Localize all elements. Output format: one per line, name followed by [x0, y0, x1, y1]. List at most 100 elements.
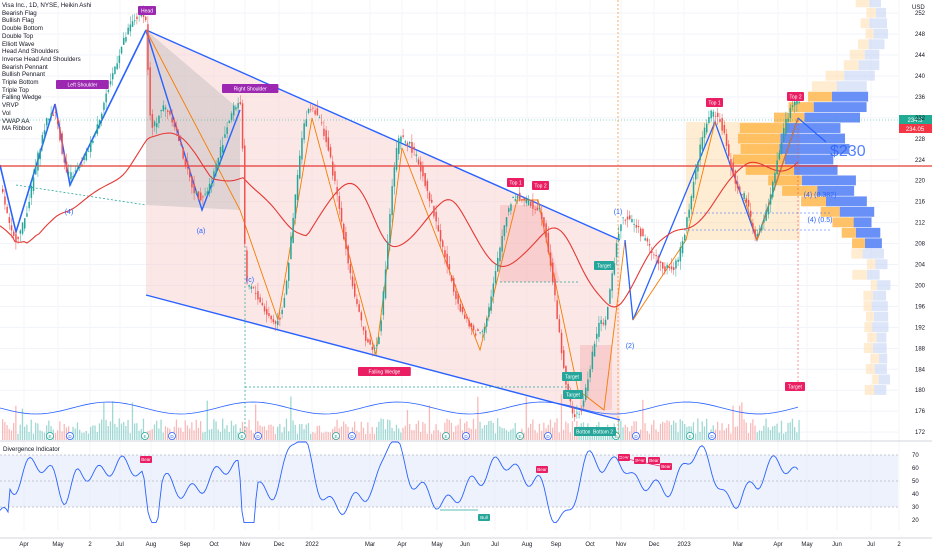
- candle-body: [444, 250, 446, 258]
- candle-body: [376, 344, 378, 347]
- pattern-menu-item[interactable]: Bearish Flag: [2, 9, 37, 17]
- volume-bar: [178, 427, 180, 440]
- time-tick-label: 2: [88, 542, 92, 548]
- vrvp-row-down: [857, 39, 869, 50]
- pattern-menu-item[interactable]: Triple Top: [2, 86, 29, 94]
- candle-body: [312, 107, 314, 109]
- volume-bar: [435, 424, 437, 440]
- volume-bar: [488, 421, 490, 440]
- volume-bar: [283, 427, 285, 440]
- vrvp-row-down: [820, 206, 840, 217]
- candle-body: [120, 46, 123, 54]
- candle-body: [10, 225, 13, 231]
- event-marker-label: D: [464, 434, 468, 439]
- vrvp-row-up: [869, 0, 882, 8]
- chart-title[interactable]: Visa Inc., 1D, NYSE, Heikin Ashi: [2, 2, 92, 9]
- candle-body: [615, 243, 618, 258]
- candle-body: [754, 229, 756, 237]
- price-tick-label: 196: [915, 304, 926, 310]
- volume-bar: [549, 419, 552, 440]
- event-marker: [632, 432, 640, 440]
- volume-bar: [706, 418, 708, 440]
- volume-bar: [54, 432, 57, 440]
- pattern-badge: [787, 92, 804, 101]
- pattern-menu[interactable]: Bearish Flag Bullish Flag Double Bottom Dou…: [2, 10, 91, 133]
- candle-body: [560, 332, 563, 354]
- candle-body: [409, 141, 411, 144]
- volume-bar: [622, 427, 624, 440]
- pattern-menu-item[interactable]: Double Top: [2, 32, 34, 40]
- volume-bar: [791, 418, 794, 440]
- time-tick-label: Dec: [649, 542, 660, 548]
- candle-body: [151, 113, 154, 128]
- pattern-menu-item[interactable]: Bullish Flag: [2, 17, 34, 25]
- volume-bar: [303, 429, 305, 440]
- candle-body: [642, 228, 644, 237]
- candle-body: [488, 307, 490, 317]
- volume-bar: [343, 421, 345, 440]
- candle-body: [501, 236, 503, 252]
- volume-bar: [336, 419, 338, 440]
- pattern-menu-item[interactable]: Double Bottom: [2, 25, 43, 33]
- pattern-menu-item[interactable]: VWAP AA: [2, 117, 30, 125]
- pattern-menu-item[interactable]: Triple Bottom: [2, 79, 39, 87]
- volume-bar: [98, 423, 101, 440]
- pattern-menu-item[interactable]: MA Ribbon: [2, 125, 33, 133]
- pattern-menu-item[interactable]: Elliott Wave: [2, 40, 35, 48]
- vrvp-row-up: [873, 311, 889, 322]
- pattern-badge-label: Top 1: [708, 100, 720, 106]
- volume-bar: [87, 433, 90, 440]
- candle-body: [208, 183, 211, 194]
- vrvp-row-up: [801, 175, 856, 186]
- candle-body: [233, 105, 235, 116]
- volume-bar: [156, 420, 158, 440]
- pattern-badge-label: Target: [597, 263, 612, 269]
- event-marker-label: D: [170, 434, 174, 439]
- osc-signal-badge: [648, 457, 660, 464]
- event-marker: [332, 432, 340, 440]
- osc-tick-label: 20: [912, 518, 919, 524]
- candle-body: [26, 213, 28, 217]
- pattern-menu-item[interactable]: Falling Wedge: [2, 94, 42, 102]
- volume-bar: [316, 426, 318, 440]
- volume-bar: [167, 427, 169, 440]
- pattern-menu-item[interactable]: Inverse Head And Shoulders: [2, 55, 81, 63]
- time-tick-label: Aug: [522, 542, 533, 548]
- vrvp-row-down: [870, 353, 880, 364]
- time-tick-label: 2023: [677, 542, 691, 548]
- vrvp-row-down: [866, 311, 874, 322]
- pattern-badge-label: Left Shoulder: [68, 82, 98, 88]
- pattern-menu-item[interactable]: VRVP: [2, 102, 19, 110]
- volume-bar: [756, 432, 758, 440]
- price-tick-label: 180: [915, 388, 926, 394]
- pattern-menu-item[interactable]: Head And Shoulders: [2, 48, 59, 56]
- pattern-badge: [562, 372, 582, 381]
- candle-body: [629, 215, 631, 220]
- candle-body: [609, 289, 611, 304]
- pattern-menu-item[interactable]: Bearish Pennant: [2, 63, 48, 71]
- volume-bar: [120, 423, 123, 440]
- vrvp-row-down: [739, 123, 786, 133]
- vrvp-row-up: [794, 165, 838, 175]
- candle-body: [70, 172, 72, 180]
- pattern-menu-item[interactable]: Vol: [2, 109, 11, 117]
- pattern-badge-label: Head: [141, 8, 153, 14]
- volume-bar: [347, 426, 349, 440]
- candle-body: [791, 105, 794, 107]
- top-pattern-lines: [632, 121, 716, 321]
- candle-body: [622, 217, 624, 219]
- candle-body: [164, 107, 167, 110]
- volume-bar: [255, 404, 257, 440]
- candle-body: [549, 252, 552, 266]
- volume-bar: [153, 424, 156, 440]
- candle-body: [717, 112, 719, 117]
- volume-bar: [684, 424, 686, 440]
- candle-body: [235, 107, 237, 110]
- time-tick-label: Jul: [116, 542, 124, 548]
- candle-body: [193, 183, 195, 194]
- candle-body: [250, 286, 253, 289]
- pattern-menu-item[interactable]: Bullish Pennant: [2, 71, 45, 79]
- volume-bar: [107, 426, 109, 440]
- time-tick-label: Oct: [209, 542, 219, 548]
